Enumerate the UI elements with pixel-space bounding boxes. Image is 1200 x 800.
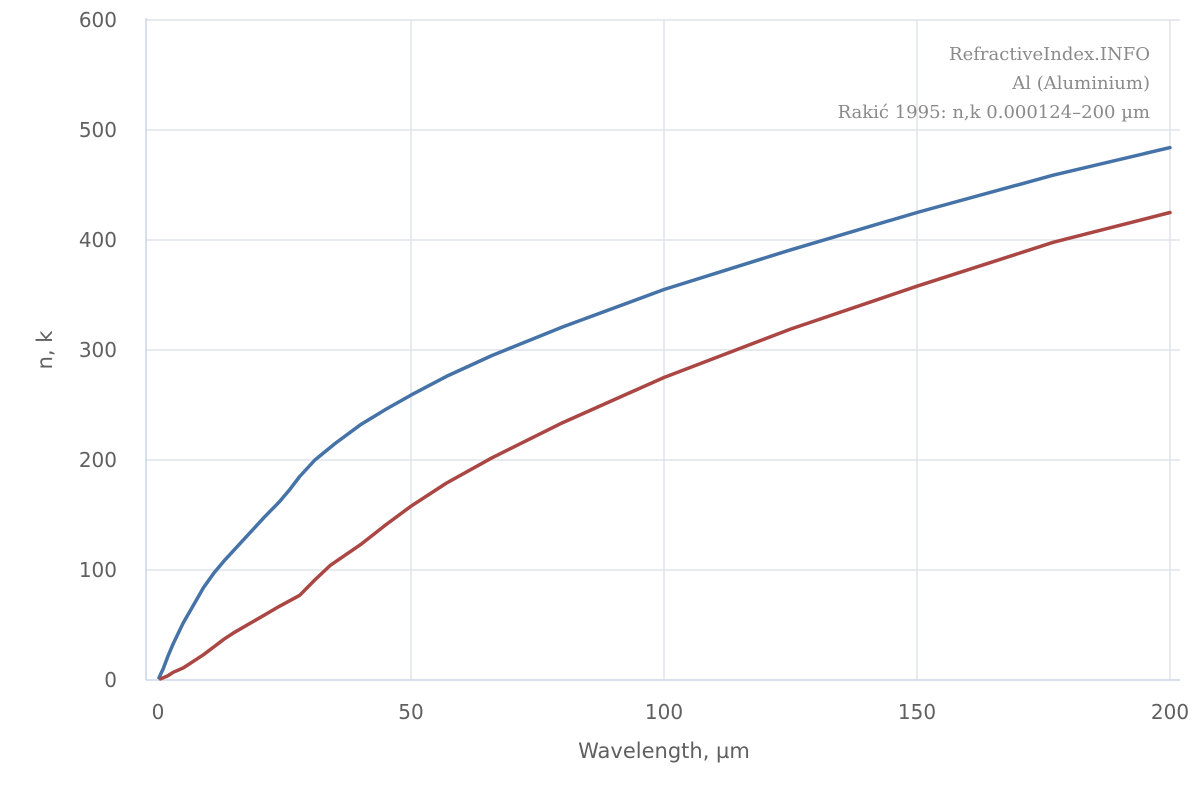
x-tick-label: 100	[645, 700, 683, 724]
annotation-line: Al (Aluminium)	[1011, 73, 1150, 94]
series	[157, 145, 1172, 681]
x-tick-label: 50	[398, 700, 423, 724]
annotation-line: Rakić 1995: n,k 0.000124–200 µm	[838, 102, 1150, 123]
x-tick-label: 0	[152, 700, 165, 724]
y-axis-title: n, k	[33, 330, 57, 370]
y-tick-label: 400	[79, 228, 117, 252]
series-line-n	[157, 145, 1172, 680]
x-tick-label: 200	[1151, 700, 1189, 724]
series-line-k	[158, 210, 1172, 681]
annotation-line: RefractiveIndex.INFO	[949, 44, 1150, 65]
y-tick-label: 500	[79, 118, 117, 142]
grid	[146, 19, 1180, 680]
y-tick-label: 100	[79, 558, 117, 582]
x-tick-label: 150	[898, 700, 936, 724]
axes: 0 100 200 300 400 500 600 0 50 100 150 200	[79, 8, 1189, 724]
y-tick-label: 600	[79, 8, 117, 32]
annotations: RefractiveIndex.INFO Al (Aluminium) Rakić …	[838, 44, 1150, 123]
x-axis-title: Wavelength, µm	[578, 739, 750, 763]
y-tick-label: 0	[104, 668, 117, 692]
y-tick-label: 300	[79, 338, 117, 362]
y-tick-label: 200	[79, 448, 117, 472]
